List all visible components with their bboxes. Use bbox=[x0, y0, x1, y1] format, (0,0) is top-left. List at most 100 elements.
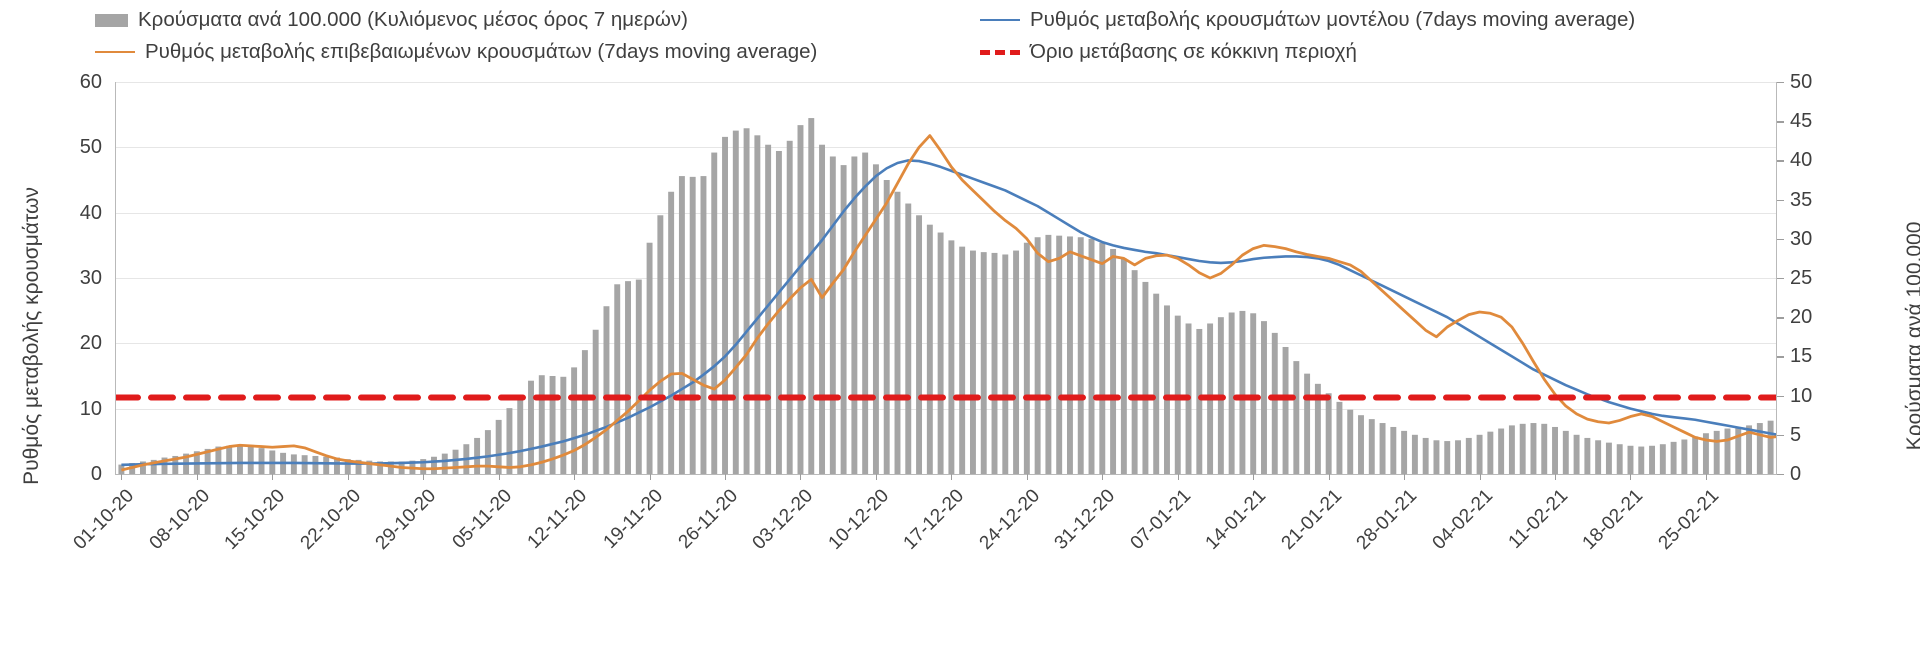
x-tick-mark bbox=[1555, 474, 1557, 480]
x-tick-mark bbox=[1404, 474, 1406, 480]
legend-label-bars: Κρούσματα ανά 100.000 (Κυλιόμενος μέσος … bbox=[138, 8, 688, 31]
chart-legend: Κρούσματα ανά 100.000 (Κυλιόμενος μέσος … bbox=[0, 4, 1920, 66]
x-tick-mark bbox=[951, 474, 953, 480]
x-tick-label-17-12-20: 17-12-20 bbox=[899, 485, 969, 554]
right-tick-30: 30 bbox=[1790, 227, 1813, 250]
x-tick-label-10-12-20: 10-12-20 bbox=[824, 485, 894, 554]
bar-swatch-icon bbox=[95, 13, 128, 27]
right-tick-mark bbox=[1776, 356, 1784, 358]
left-tick-60: 60 bbox=[79, 71, 102, 93]
legend-item-confirmed-rate: Ρυθμός μεταβολής επιβεβαιωμένων κρουσμάτ… bbox=[95, 40, 818, 63]
x-tick-mark bbox=[725, 474, 727, 480]
x-tick-mark bbox=[1253, 474, 1255, 480]
x-tick-mark bbox=[574, 474, 576, 480]
x-tick-label-26-11-20: 26-11-20 bbox=[674, 485, 743, 553]
legend-label-threshold: Όριο μετάβασης σε κόκκινη περιοχή bbox=[1030, 40, 1357, 63]
x-tick-label-18-02-21: 18-02-21 bbox=[1578, 485, 1648, 554]
gridline bbox=[116, 278, 1776, 279]
x-tick-label-04-02-21: 04-02-21 bbox=[1428, 485, 1497, 554]
x-tick-label-07-01-21: 07-01-21 bbox=[1126, 485, 1195, 554]
left-tick-10: 10 bbox=[79, 397, 102, 420]
right-tick-5: 5 bbox=[1790, 423, 1802, 446]
left-axis-title: Ρυθμός μεταβολής κρουσμάτων bbox=[20, 187, 43, 485]
x-tick-mark bbox=[1705, 474, 1707, 480]
right-tick-40: 40 bbox=[1790, 149, 1813, 172]
right-tick-35: 35 bbox=[1790, 188, 1813, 211]
right-tick-mark bbox=[1776, 238, 1784, 241]
left-tick-40: 40 bbox=[79, 201, 102, 224]
x-tick-mark bbox=[1630, 474, 1632, 480]
gridline bbox=[116, 147, 1776, 149]
confirmed-rate-line bbox=[121, 134, 1776, 472]
x-tick-label-31-12-20: 31-12-20 bbox=[1050, 485, 1120, 554]
right-tick-mark bbox=[1776, 474, 1784, 476]
right-tick-50: 50 bbox=[1790, 71, 1813, 93]
left-tick-0: 0 bbox=[90, 463, 102, 485]
legend-item-threshold: Όριο μετάβασης σε κόκκινη περιοχή bbox=[980, 40, 1357, 63]
x-tick-mark bbox=[1479, 474, 1481, 480]
x-tick-label-15-10-20: 15-10-20 bbox=[220, 485, 290, 554]
x-tick-label-22-10-20: 22-10-20 bbox=[296, 485, 365, 554]
x-tick-label-24-12-20: 24-12-20 bbox=[975, 485, 1044, 554]
x-tick-label-19-11-20: 19-11-20 bbox=[599, 485, 667, 553]
left-tick-50: 50 bbox=[79, 136, 102, 159]
x-tick-mark bbox=[196, 474, 198, 480]
x-tick-mark bbox=[1328, 474, 1330, 480]
chart-canvas bbox=[116, 118, 1776, 474]
x-tick-label-08-10-20: 08-10-20 bbox=[145, 485, 215, 554]
right-axis-title: Κρούσματα ανά 100.000 bbox=[1903, 221, 1920, 451]
x-tick-label-14-01-21: 14-01-21 bbox=[1201, 485, 1271, 554]
model-rate-line bbox=[121, 159, 1776, 467]
x-tick-label-05-11-20: 05-11-20 bbox=[448, 485, 516, 553]
right-tick-10: 10 bbox=[1790, 384, 1813, 407]
x-tick-mark bbox=[1026, 474, 1028, 480]
legend-label-model-rate: Ρυθμός μεταβολής κρουσμάτων μοντέλου (7d… bbox=[1030, 8, 1636, 31]
right-tick-mark bbox=[1776, 278, 1784, 280]
right-tick-mark bbox=[1776, 395, 1784, 397]
x-tick-label-12-11-20: 12-11-20 bbox=[523, 485, 592, 553]
x-tick-mark bbox=[498, 474, 500, 480]
right-tick-mark bbox=[1776, 317, 1784, 319]
left-tick-30: 30 bbox=[79, 267, 102, 289]
plot-wrapper: Ρυθμός μεταβολής κρουσμάτων Κρούσματα αν… bbox=[0, 66, 1920, 670]
x-tick-mark bbox=[272, 474, 274, 480]
gridline bbox=[116, 212, 1776, 214]
x-tick-label-03-12-20: 03-12-20 bbox=[748, 485, 818, 554]
legend-item-bars: Κρούσματα ανά 100.000 (Κυλιόμενος μέσος … bbox=[95, 8, 688, 31]
orange-line-swatch-icon bbox=[95, 51, 135, 54]
gridline bbox=[116, 408, 1776, 410]
x-tick-mark bbox=[800, 474, 802, 480]
x-tick-label-21-01-21: 21-01-21 bbox=[1277, 485, 1346, 554]
gridline bbox=[116, 82, 1776, 83]
plot-area bbox=[115, 82, 1777, 480]
right-tick-mark bbox=[1776, 160, 1784, 162]
left-tick-20: 20 bbox=[79, 332, 102, 355]
x-tick-label-29-10-20: 29-10-20 bbox=[371, 485, 441, 554]
legend-item-model-rate: Ρυθμός μεταβολής κρουσμάτων μοντέλου (7d… bbox=[980, 8, 1636, 31]
x-tick-mark bbox=[347, 474, 349, 480]
x-tick-mark bbox=[1177, 474, 1179, 480]
x-axis-labels: 01-10-20 08-10-20 15-10-20 22-10-20 29-10-20… bbox=[70, 480, 1775, 600]
right-tick-45: 45 bbox=[1790, 110, 1813, 133]
right-tick-0: 0 bbox=[1790, 463, 1802, 485]
gridline bbox=[116, 343, 1776, 345]
legend-label-confirmed-rate: Ρυθμός μεταβολής επιβεβαιωμένων κρουσμάτ… bbox=[145, 40, 818, 63]
right-tick-mark bbox=[1776, 82, 1784, 84]
x-tick-label-11-02-21: 11-02-21 bbox=[1504, 485, 1573, 553]
x-tick-label-01-10-20: 01-10-20 bbox=[69, 485, 139, 554]
bar-series bbox=[118, 118, 1774, 474]
right-tick-20: 20 bbox=[1790, 306, 1813, 329]
x-tick-mark bbox=[423, 474, 425, 480]
red-dashed-swatch-icon bbox=[980, 49, 1020, 55]
x-tick-mark bbox=[1102, 474, 1104, 480]
x-tick-label-25-02-21: 25-02-21 bbox=[1654, 485, 1724, 554]
x-tick-label-28-01-21: 28-01-21 bbox=[1352, 485, 1422, 554]
right-tick-25: 25 bbox=[1790, 267, 1813, 289]
blue-line-swatch-icon bbox=[980, 19, 1020, 22]
x-tick-mark bbox=[121, 474, 123, 480]
right-tick-15: 15 bbox=[1790, 345, 1813, 368]
right-tick-mark bbox=[1776, 434, 1784, 437]
x-tick-mark bbox=[875, 474, 877, 480]
right-tick-mark bbox=[1776, 199, 1784, 201]
